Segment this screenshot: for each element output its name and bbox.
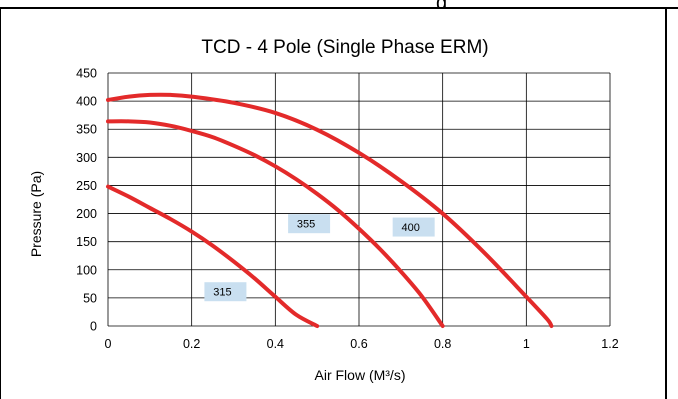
series-group	[106, 92, 554, 328]
y-axis-ticks: 0 50 100 150 200 250 300 350 400 450	[76, 67, 97, 334]
y-tick-label-4: 200	[76, 207, 97, 221]
series-label-355: 355	[297, 219, 315, 231]
clipped-header-text: g	[436, 0, 447, 8]
x-axis-ticks: 0 0.2 0.4 0.6 0.8 1 1.2	[105, 337, 619, 351]
x-tick-label-2: 0.4	[267, 337, 284, 351]
x-tick-label-0: 0	[105, 337, 112, 351]
series-label-315: 315	[213, 287, 231, 299]
series-label-box-315	[204, 282, 247, 302]
x-tick-label-3: 0.6	[350, 337, 367, 351]
y-tick-label-3: 150	[76, 235, 97, 249]
y-tick-label-2: 100	[76, 263, 97, 277]
y-tick-label-1: 50	[83, 291, 97, 305]
x-tick-label-1: 0.2	[183, 337, 200, 351]
series-labels: 315 355 400	[204, 214, 435, 302]
x-axis-label: Air Flow (M³/s)	[315, 367, 406, 383]
y-tick-label-7: 350	[76, 123, 97, 137]
x-tick-label-6: 1.2	[601, 337, 618, 351]
chart-title: TCD - 4 Pole (Single Phase ERM)	[201, 37, 488, 58]
series-label-box-355	[288, 214, 331, 234]
x-tick-label-5: 1	[523, 337, 530, 351]
series-line-400	[106, 92, 554, 328]
series-line-315	[106, 184, 320, 328]
frame-top-line	[0, 7, 678, 9]
series-line-355	[106, 119, 445, 328]
y-tick-label-5: 250	[76, 179, 97, 193]
y-tick-label-0: 0	[90, 320, 97, 334]
x-tick-label-4: 0.8	[434, 337, 451, 351]
series-label-400: 400	[401, 222, 419, 234]
y-tick-label-9: 450	[76, 67, 97, 81]
series-label-box-400	[392, 217, 435, 237]
y-tick-label-6: 300	[76, 151, 97, 165]
y-axis-label: Pressure (Pa)	[28, 171, 44, 257]
frame-right-line	[665, 7, 667, 399]
y-tick-label-8: 400	[76, 95, 97, 109]
grid	[107, 72, 611, 327]
frame-left-line	[0, 7, 1, 399]
